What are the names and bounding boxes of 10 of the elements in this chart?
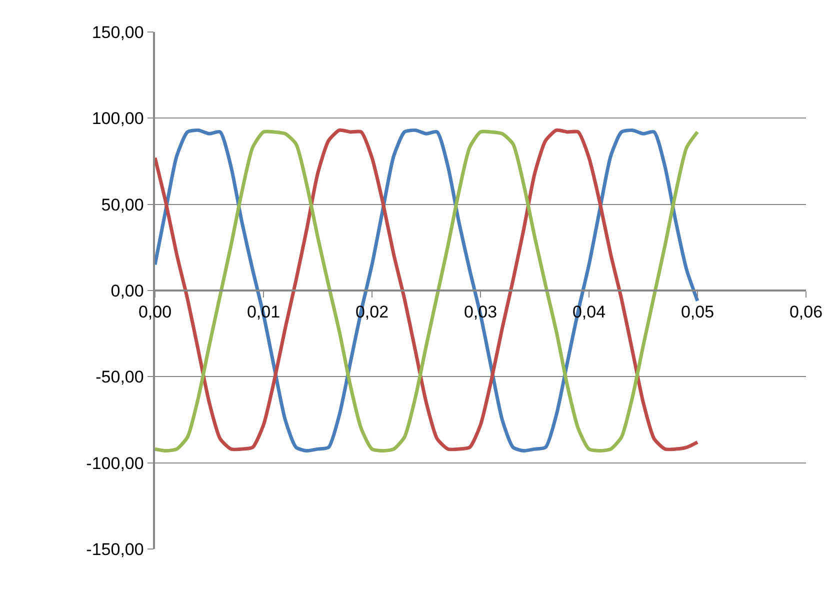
y-tick-label: 0,00 (110, 281, 144, 300)
y-tick-label: -100,00 (86, 454, 144, 473)
x-tick-label: 0,06 (789, 302, 823, 322)
y-tick-label: 100,00 (92, 109, 144, 128)
y-tick-label: -150,00 (86, 540, 144, 559)
y-tick-label: 50,00 (101, 195, 144, 214)
y-tick-label: -50,00 (96, 368, 144, 387)
y-tick-label: 150,00 (92, 22, 144, 42)
x-tick-label: 0,05 (680, 302, 714, 322)
x-tick-label: 0,00 (138, 302, 172, 322)
